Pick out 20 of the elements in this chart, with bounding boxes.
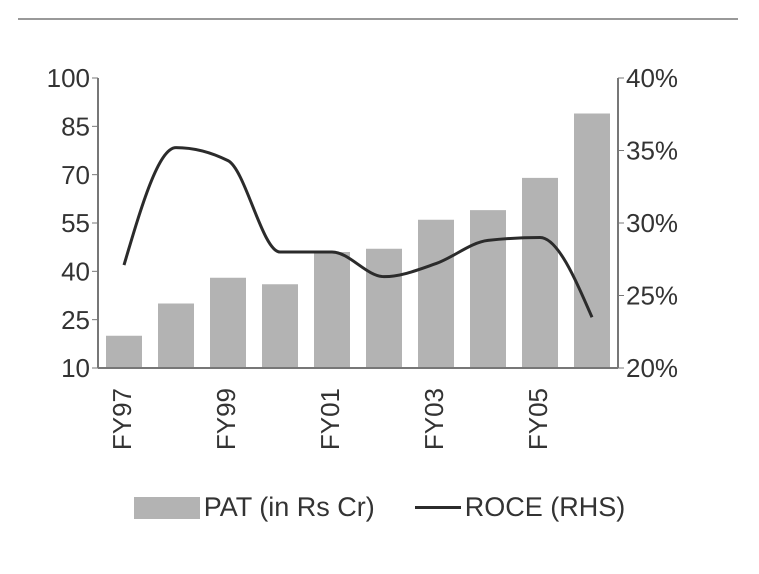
x-tick-label: FY01 bbox=[314, 388, 345, 450]
legend-label: ROCE (RHS) bbox=[464, 492, 626, 523]
line-series bbox=[122, 146, 594, 319]
x-tick-label: FY99 bbox=[210, 388, 241, 450]
y2-tick-label: 40% bbox=[626, 63, 678, 94]
x-tick-label: FY05 bbox=[522, 388, 553, 450]
y-tick-label: 25 bbox=[61, 304, 90, 335]
x-tick-label: FY03 bbox=[418, 388, 449, 450]
x-tick-label: FY97 bbox=[106, 388, 137, 450]
y-tick-label: 70 bbox=[61, 160, 90, 190]
y-tick-label: 40 bbox=[61, 256, 90, 287]
y-tick-label: 10 bbox=[61, 353, 90, 384]
legend-label: PAT (in Rs Cr) bbox=[204, 492, 375, 523]
y2-tick-label: 35% bbox=[626, 136, 678, 166]
y2-tick-label: 30% bbox=[626, 208, 678, 238]
y-tick-label: 55 bbox=[61, 208, 90, 238]
y2-tick-label: 25% bbox=[626, 280, 678, 311]
y-tick-label: 85 bbox=[61, 112, 90, 142]
y2-tick-label: 20% bbox=[626, 353, 678, 384]
y-tick-label: 100 bbox=[46, 63, 90, 94]
